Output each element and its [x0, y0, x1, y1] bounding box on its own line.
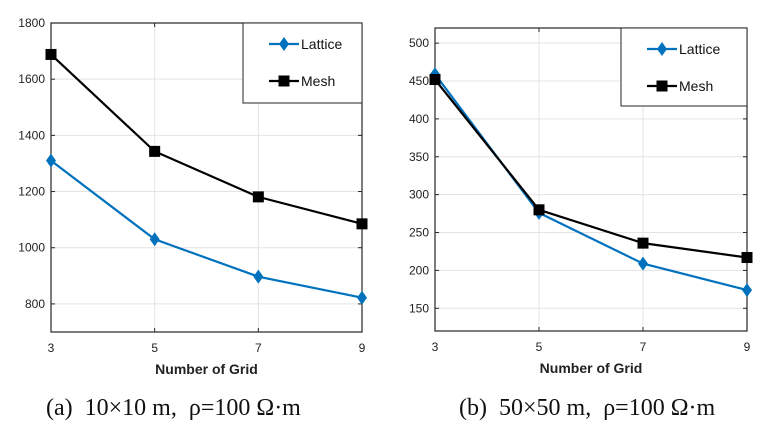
series-mesh [45, 48, 368, 230]
y-tick-label: 1600 [18, 72, 45, 86]
y-tick-label: 450 [409, 74, 429, 88]
y-tick-label: 1800 [18, 16, 45, 30]
data-point-lattice [253, 269, 264, 284]
series-lattice [46, 153, 367, 305]
x-tick-label: 9 [359, 341, 366, 355]
legend-box [620, 27, 748, 107]
legend-marker-lattice [279, 37, 289, 51]
legend-label: Lattice [301, 36, 342, 52]
data-point-mesh [637, 237, 649, 249]
legend-item-mesh: Mesh [269, 73, 335, 89]
y-tick-label: 1400 [18, 128, 45, 142]
data-point-lattice [149, 232, 160, 247]
axes-box [434, 27, 748, 332]
data-point-lattice [638, 256, 648, 271]
legend-item-mesh: Mesh [647, 78, 713, 94]
data-point-lattice [357, 290, 367, 305]
y-tick-label: 300 [409, 188, 429, 202]
caption-b: (b) 50×50 m, ρ=100 Ω·m [459, 395, 716, 421]
y-tick-label: 150 [409, 301, 429, 315]
data-point-lattice [742, 283, 752, 298]
legend-marker-mesh [278, 75, 290, 87]
y-tick-label: 500 [409, 36, 429, 50]
data-point-lattice [46, 153, 56, 168]
caption-a: (a) 10×10 m, ρ=100 Ω·m [46, 395, 301, 421]
x-tick-label: 3 [48, 341, 55, 355]
x-tick-label: 5 [151, 341, 158, 355]
y-tick-label: 250 [409, 226, 429, 240]
legend-box [242, 22, 363, 104]
data-point-mesh [429, 74, 441, 86]
legend-item-lattice: Lattice [269, 36, 342, 52]
legend: Lattice Mesh [620, 27, 748, 107]
series-line-mesh [434, 78, 748, 259]
legend-label: Mesh [301, 73, 335, 89]
legend-label: Mesh [679, 78, 713, 94]
y-tick-label: 1000 [18, 241, 45, 255]
legend-label: Lattice [679, 41, 720, 57]
data-point-mesh [533, 204, 545, 216]
data-point-mesh [252, 191, 264, 203]
y-tick-label: 200 [409, 263, 429, 277]
data-point-mesh [149, 145, 161, 157]
y-tick-label: 1200 [18, 185, 45, 199]
x-tick-label: 9 [744, 340, 751, 354]
y-tick-label: 800 [25, 297, 45, 311]
series-mesh [429, 74, 753, 264]
legend-marker-mesh [656, 80, 668, 92]
data-point-mesh [356, 218, 368, 230]
chart-panel-b: 150 200 250 300 350 400 450 500 3 5 7 9 Number of Gr… [386, 0, 772, 443]
axes-box [50, 22, 363, 333]
data-point-mesh [45, 48, 57, 60]
x-tick-label: 7 [640, 340, 647, 354]
legend-item-lattice: Lattice [647, 41, 720, 57]
x-tick-label: 7 [255, 341, 262, 355]
x-tick-label: 3 [432, 340, 439, 354]
series-line-lattice [50, 159, 363, 299]
chart-a: 800 1000 1200 1400 1600 1800 3 5 7 9 Number of Gri… [18, 16, 368, 377]
data-point-mesh [741, 252, 753, 264]
series-line-mesh [50, 53, 363, 225]
x-axis-label: Number of Grid [540, 360, 643, 376]
y-tick-label: 400 [409, 112, 429, 126]
chart-b: 150 200 250 300 350 400 450 500 3 5 7 9 Number of Gr… [409, 27, 753, 376]
legend-marker-lattice [657, 42, 667, 56]
x-axis-label: Number of Grid [155, 361, 258, 377]
y-tick-label: 350 [409, 150, 429, 164]
chart-panel-a: 800 1000 1200 1400 1600 1800 3 5 7 9 Number of Gri… [18, 16, 368, 421]
legend: Lattice Mesh [242, 22, 363, 104]
x-tick-label: 5 [536, 340, 543, 354]
